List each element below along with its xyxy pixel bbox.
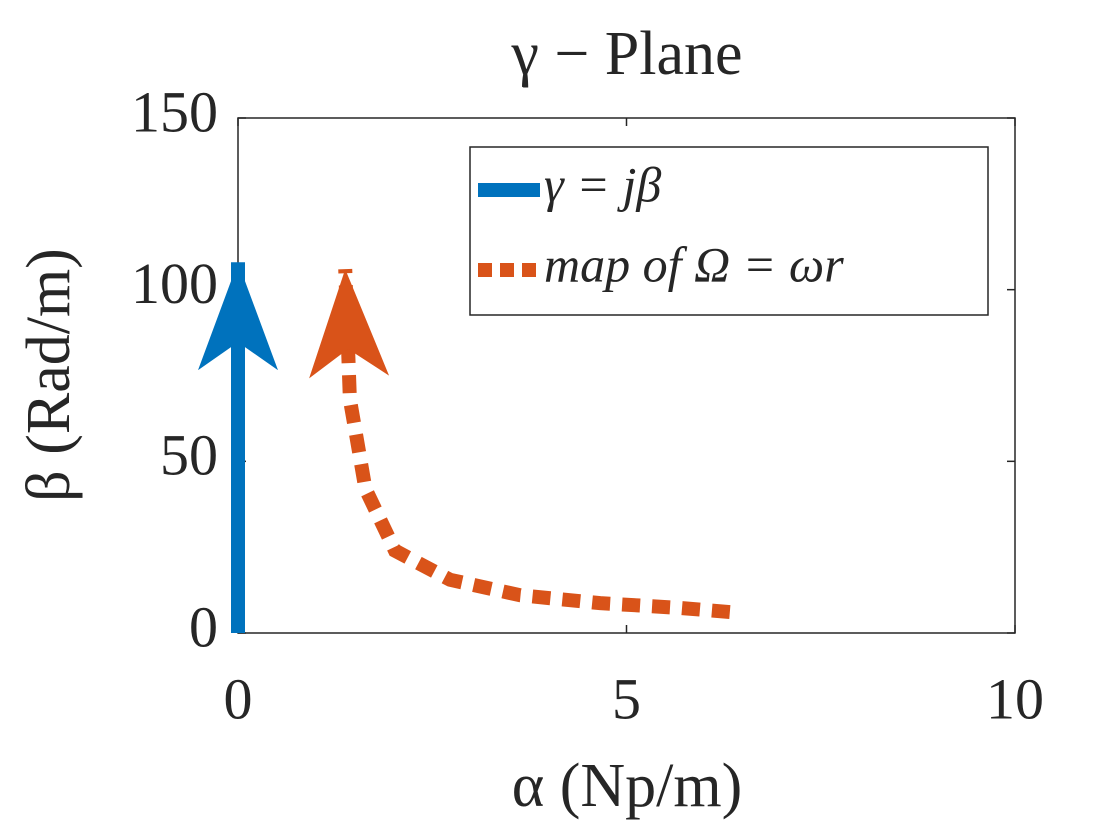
y-tick-label: 150 [131,79,218,144]
x-tick-label: 5 [612,666,641,731]
chart-title: γ − Plane [510,20,742,88]
x-axis-label: α (Np/m) [512,752,743,820]
y-axis-label: β (Rad/m) [15,248,83,502]
x-tick-label: 10 [986,666,1044,731]
legend-label: γ = jβ [544,156,661,212]
series-line [309,268,731,620]
y-tick-label: 100 [131,251,218,316]
y-tick-label: 50 [160,423,218,488]
y-tick-label: 0 [189,594,218,659]
legend-label: map of Ω = ωr [544,236,844,292]
x-tick-label: 0 [224,666,253,731]
legend-box [469,146,989,316]
